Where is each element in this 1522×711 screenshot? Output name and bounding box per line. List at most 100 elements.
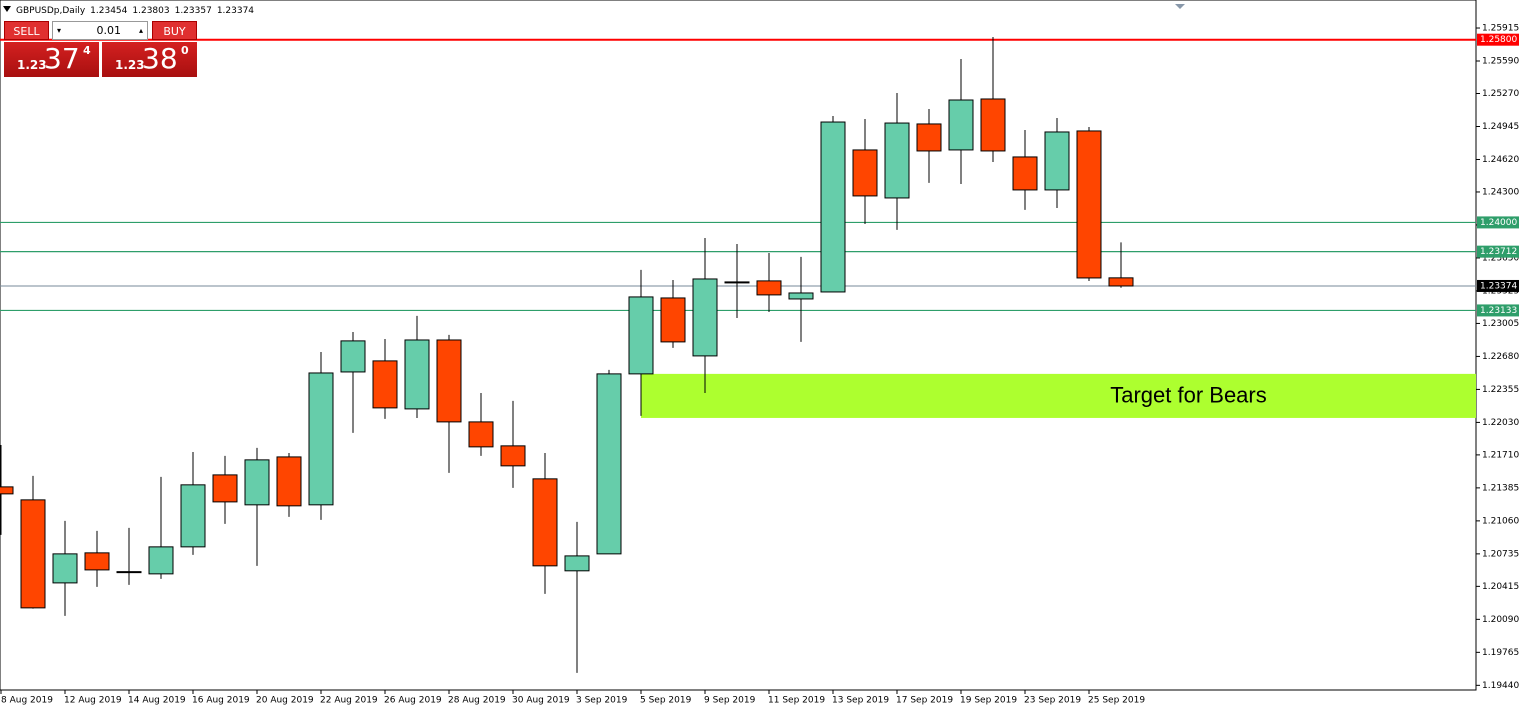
level-label: 1.23133 — [1480, 306, 1517, 316]
candle-body — [788, 292, 814, 300]
candle-body — [404, 339, 430, 410]
candle-body — [0, 486, 14, 495]
bid-frac: 4 — [83, 44, 91, 57]
y-tick-label: 1.19765 — [1482, 648, 1519, 658]
candle-body — [1012, 156, 1038, 191]
ask-frac: 0 — [181, 44, 189, 57]
zone-layer: Target for Bears — [641, 373, 1476, 418]
candle-body — [148, 546, 174, 575]
candle-body — [276, 456, 302, 507]
candle-body — [660, 297, 686, 343]
y-tick-label: 1.21385 — [1482, 483, 1519, 493]
header-value: 1.23454 — [90, 6, 127, 16]
y-tick-label: 1.24945 — [1482, 122, 1519, 132]
y-tick-label: 1.25590 — [1482, 57, 1519, 67]
y-tick-label: 1.25915 — [1482, 24, 1519, 34]
lot-value[interactable]: 0.01 — [96, 24, 122, 37]
candle-body — [1108, 277, 1134, 287]
x-tick-label: 28 Aug 2019 — [448, 696, 506, 706]
candle-body — [20, 499, 46, 609]
scroll-marker — [1175, 4, 1185, 9]
candle-body — [564, 555, 590, 572]
plot-frame — [0, 0, 1477, 691]
x-tick-label: 12 Aug 2019 — [64, 696, 122, 706]
y-tick-label: 1.22680 — [1482, 352, 1519, 362]
x-tick-label: 14 Aug 2019 — [128, 696, 186, 706]
x-tick-label: 23 Sep 2019 — [1024, 696, 1081, 706]
candle-body — [756, 280, 782, 296]
bid-label-bg — [1477, 279, 1519, 292]
y-tick-label: 1.20415 — [1482, 582, 1519, 592]
trade-panel: SELL ▾ 0.01 ▴ BUY 1.23 37 4 1.23 38 0 — [4, 21, 198, 77]
candle-body — [468, 421, 494, 448]
bid-big: 1.23 — [17, 58, 47, 72]
candle-body — [340, 340, 366, 373]
level-label: 1.24000 — [1480, 218, 1517, 228]
level-label-bg — [1477, 33, 1519, 46]
lot-down[interactable]: ▾ — [57, 26, 62, 35]
candle-body — [436, 339, 462, 423]
header-symbol: GBPUSDp,Daily — [16, 6, 86, 16]
x-tick-label: 9 Sep 2019 — [704, 696, 756, 706]
x-tick-label: 16 Aug 2019 — [192, 696, 250, 706]
level-label: 1.25800 — [1480, 35, 1517, 45]
y-tick-label: 1.20735 — [1482, 549, 1519, 559]
candle-body — [372, 360, 398, 409]
candle-body — [500, 445, 526, 467]
target-zone — [641, 373, 1476, 418]
x-tick-label: 22 Aug 2019 — [320, 696, 378, 706]
label-layer: 1.25800 1.24000 1.23712 1.23133 1.23374 — [1477, 33, 1519, 317]
lot-input[interactable]: ▾ 0.01 ▴ — [52, 21, 148, 40]
ask-price[interactable]: 1.23 38 0 — [102, 42, 197, 77]
y-tick-label: 1.24300 — [1482, 187, 1519, 197]
y-tick-label: 1.21710 — [1482, 450, 1519, 460]
x-tick-label: 5 Sep 2019 — [640, 696, 692, 706]
candle-body — [52, 553, 78, 584]
header-value: 1.23803 — [132, 6, 169, 16]
zone-label: Target for Bears — [1110, 383, 1267, 408]
line-layer — [0, 38, 1476, 312]
candle-body — [980, 98, 1006, 152]
bid-price[interactable]: 1.23 37 4 — [4, 42, 99, 77]
y-tick-label: 1.20090 — [1482, 615, 1519, 625]
header-value: 1.23374 — [217, 6, 254, 16]
candle-body — [180, 484, 206, 548]
symbol-icon — [3, 6, 11, 12]
candle-body — [212, 474, 238, 503]
candle-body — [244, 459, 270, 506]
x-tick-label: 3 Sep 2019 — [576, 696, 628, 706]
candle-body — [116, 571, 142, 574]
candle-body — [308, 372, 334, 506]
candle-body — [628, 296, 654, 375]
candle-body — [948, 99, 974, 151]
x-tick-label: 13 Sep 2019 — [832, 696, 889, 706]
candle-body — [724, 281, 750, 284]
level-label-bg — [1477, 216, 1519, 229]
x-tick-label: 30 Aug 2019 — [512, 696, 570, 706]
y-tick-label: 1.24620 — [1482, 155, 1519, 165]
y-tick-label: 1.23005 — [1482, 319, 1519, 329]
candle-body — [692, 278, 718, 357]
level-label-bg — [1477, 245, 1519, 258]
ask-big: 1.23 — [115, 58, 145, 72]
chart-header: GBPUSDp,Daily 1.23454 1.23803 1.23357 1.2337… — [16, 6, 254, 16]
bid-pips: 37 — [44, 42, 80, 75]
level-label-bg — [1477, 304, 1519, 317]
x-tick-label: 20 Aug 2019 — [256, 696, 314, 706]
candle-body — [84, 552, 110, 571]
lot-up[interactable]: ▴ — [138, 26, 143, 35]
x-tick-label: 19 Sep 2019 — [960, 696, 1017, 706]
header-value: 1.23357 — [175, 6, 212, 16]
y-tick-label: 1.21060 — [1482, 516, 1519, 526]
x-tick-label: 17 Sep 2019 — [896, 696, 953, 706]
candle-layer — [0, 37, 1134, 673]
buy-button[interactable]: BUY — [152, 21, 197, 40]
candle-body — [852, 149, 878, 197]
sell-button[interactable]: SELL — [4, 21, 49, 40]
ask-pips: 38 — [142, 42, 178, 75]
candle-body — [1044, 131, 1070, 191]
y-tick-label: 1.22355 — [1482, 385, 1519, 395]
candle-body — [820, 121, 846, 293]
